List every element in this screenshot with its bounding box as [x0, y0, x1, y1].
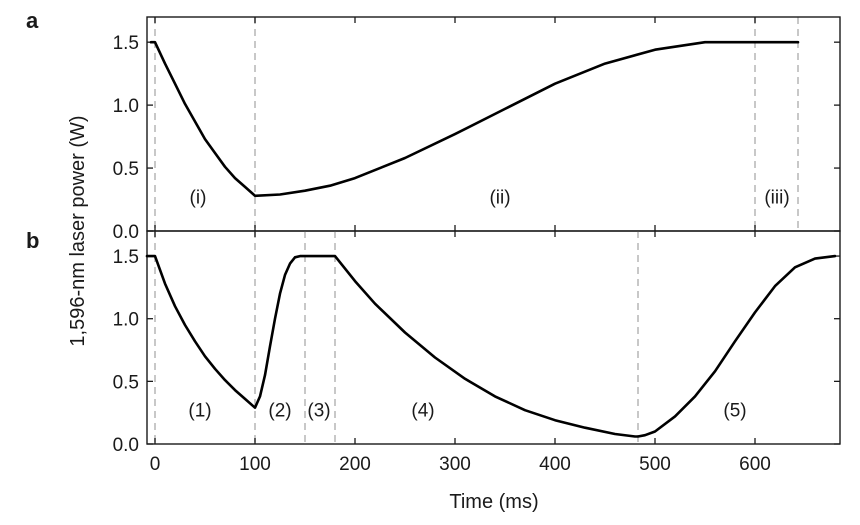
x-tick-label: 200	[339, 454, 371, 475]
x-tick-label: 400	[539, 454, 571, 475]
y-tick-label: 0.5	[113, 372, 139, 393]
x-tick-label: 300	[439, 454, 471, 475]
y-tick-label: 0.0	[113, 222, 139, 243]
panel-b: 0 100 200 300 400 500 600 0.0 0.5 1.0 1.5 (1) (2) (3)…	[113, 230, 841, 475]
panel-letter-b: b	[26, 228, 39, 253]
x-tick-label: 100	[239, 454, 271, 475]
y-tick-label: 1.5	[113, 33, 139, 54]
x-tick-label: 500	[639, 454, 671, 475]
panel-letter-a: a	[26, 8, 39, 33]
y-tick-label: 1.0	[113, 310, 139, 331]
panel-a: 0.0 0.5 1.0 1.5 (i) (ii) (iii)	[113, 16, 841, 243]
x-tick-label: 0	[150, 454, 161, 475]
y-tick-label: 1.0	[113, 96, 139, 117]
region-label: (i)	[190, 187, 207, 208]
x-tick-label: 600	[739, 454, 771, 475]
plot-frame	[146, 230, 841, 445]
region-label: (iii)	[764, 187, 789, 208]
region-label: (4)	[411, 400, 434, 421]
y-tick-label: 1.5	[113, 247, 139, 268]
region-label: (5)	[723, 400, 746, 421]
y-tick-label: 0.5	[113, 159, 139, 180]
region-label: (1)	[188, 400, 211, 421]
region-label: (ii)	[489, 187, 510, 208]
region-label: (3)	[307, 400, 330, 421]
region-label: (2)	[268, 400, 291, 421]
y-tick-label: 0.0	[113, 435, 139, 456]
power-curve	[145, 254, 837, 438]
power-curve	[149, 40, 800, 198]
y-axis-title: 1,596-nm laser power (W)	[67, 115, 89, 346]
x-axis-title: Time (ms)	[449, 491, 538, 513]
